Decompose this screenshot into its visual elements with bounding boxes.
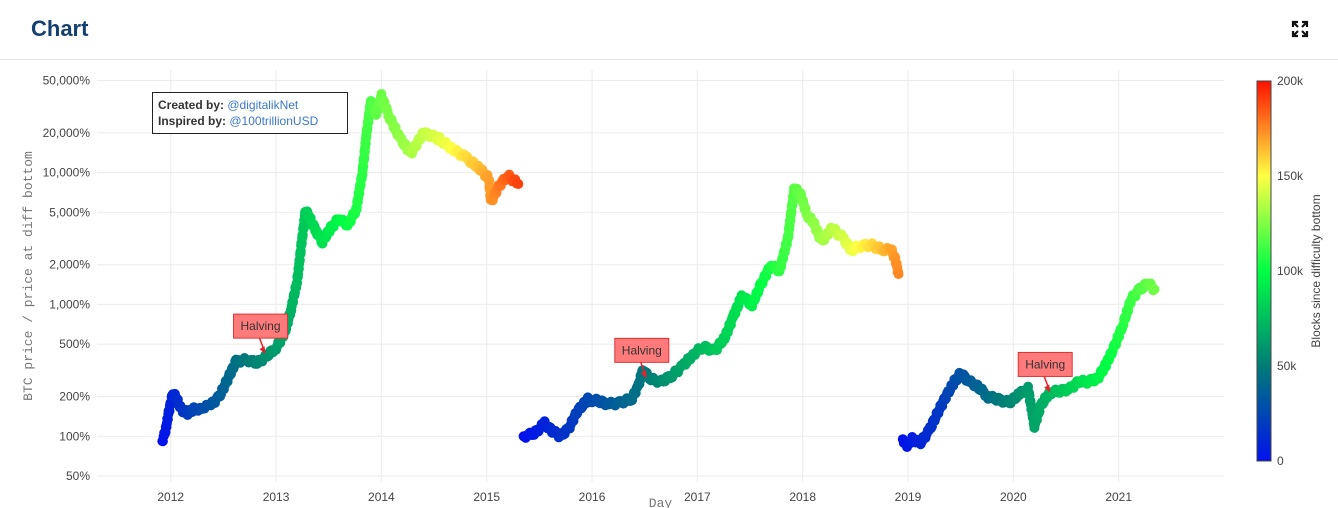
y-tick-label: 50,000% [43, 73, 91, 87]
expand-icon[interactable] [1290, 19, 1310, 39]
colorbar-tick-label: 100k [1277, 264, 1304, 278]
y-tick-label: 50% [66, 469, 90, 483]
annotation-label: Halving [622, 343, 662, 357]
y-tick-label: 10,000% [43, 166, 91, 180]
x-tick-label: 2019 [895, 490, 922, 504]
annotation-arrowhead [1044, 384, 1051, 393]
y-tick-label: 2,000% [49, 258, 90, 272]
y-tick-label: 100% [59, 429, 90, 443]
annotation-box [233, 313, 289, 339]
x-tick-label: 2013 [263, 490, 290, 504]
data-point [1149, 284, 1160, 295]
created-link[interactable]: @digitalikNet [227, 98, 299, 112]
x-tick-label: 2016 [579, 490, 606, 504]
x-tick-label: 2020 [1000, 490, 1027, 504]
y-tick-label: 20,000% [43, 126, 91, 140]
y-tick-label: 1,000% [49, 297, 90, 311]
x-tick-label: 2021 [1105, 490, 1132, 504]
credits-box: Created by: @digitalikNet Inspired by: @… [152, 92, 348, 134]
x-tick-label: 2012 [157, 490, 184, 504]
y-tick-label: 500% [59, 337, 90, 351]
colorbar-title: Blocks since difficulty bottom [1309, 194, 1323, 347]
colorbar-tick-label: 0 [1277, 454, 1284, 468]
x-axis-title: Day [649, 496, 673, 508]
y-tick-label: 200% [59, 390, 90, 404]
x-tick-label: 2018 [789, 490, 816, 504]
x-tick-label: 2014 [368, 490, 395, 504]
y-tick-label: 5,000% [49, 205, 90, 219]
y-axis-title: BTC price / price at diff bottom [21, 151, 36, 401]
colorbar-tick-label: 200k [1277, 74, 1304, 88]
annotation-label: Halving [1025, 357, 1065, 371]
data-point [893, 269, 904, 280]
annotation-box [614, 337, 670, 363]
x-tick-label: 2015 [473, 490, 500, 504]
inspired-label: Inspired by: [158, 114, 227, 128]
annotation-label: Halving [241, 319, 281, 333]
annotation-arrowhead [259, 346, 266, 355]
x-tick-label: 2017 [684, 490, 711, 504]
annotation-box [1017, 351, 1073, 377]
annotation-arrowhead [640, 370, 647, 379]
chart-canvas: 2012 2013 2014 2015 2016 2017 2018 2019 2020 2021… [21, 70, 1323, 508]
colorbar [1256, 80, 1272, 462]
data-point [513, 178, 524, 189]
colorbar-tick-label: 50k [1277, 359, 1297, 373]
colorbar-tick-label: 150k [1277, 169, 1304, 183]
page-title: Chart [31, 16, 89, 41]
inspired-link[interactable]: @100trillionUSD [229, 114, 319, 128]
chart-header: Chart [0, 0, 1338, 60]
created-label: Created by: [158, 98, 225, 112]
